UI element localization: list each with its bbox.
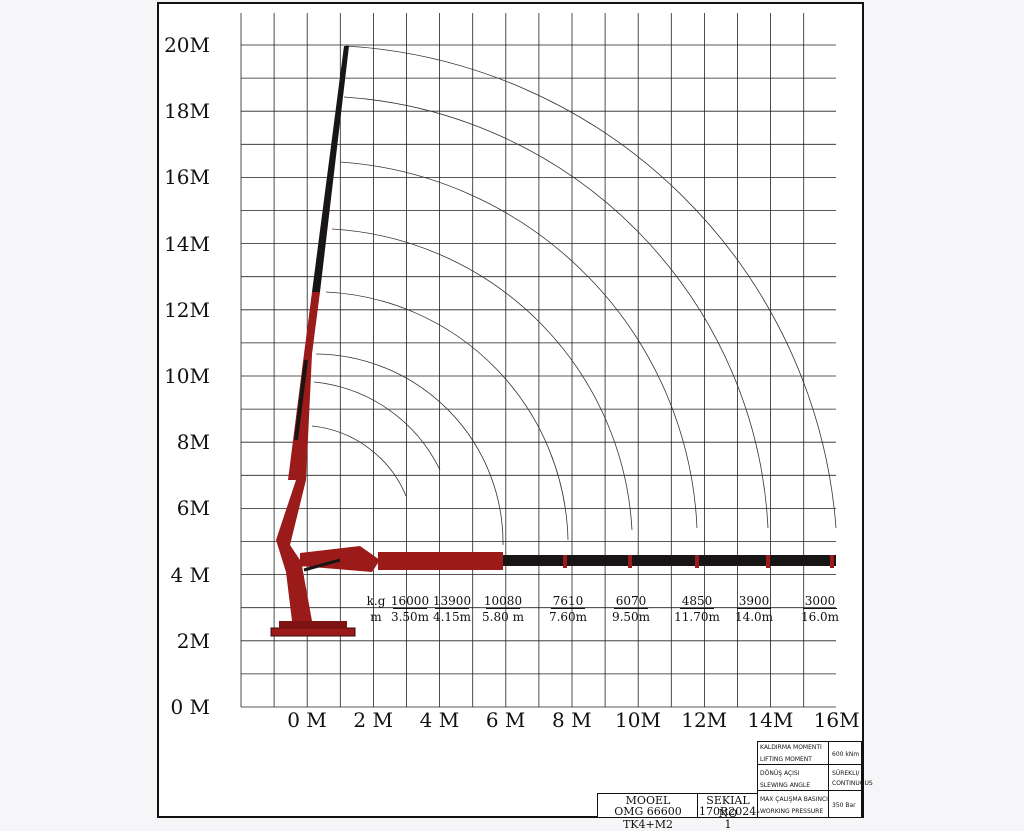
load-distance: 9.50m [611,610,651,624]
model-divider [697,793,698,818]
lifting-moment-tr: KALDIRMA MOMENTI [760,744,822,751]
slewing-angle-en: SLEWING ANGLE [760,782,811,789]
x-axis-label: 14M [747,708,794,732]
x-axis-label: 12M [681,708,728,732]
load-distance: 16.0m [800,610,840,624]
load-kg: 6070 [615,594,647,608]
load-divider [614,608,648,609]
load-kg: 4850 [681,594,713,608]
lifting-moment-en: LIFTING MOMENT [760,756,812,763]
load-distance: 7.60m [548,610,588,624]
specs-divider [828,741,829,818]
boom-section-marker [563,555,567,568]
crane-mid-boom [304,292,320,354]
reach-arc [315,353,504,546]
specs-table [757,741,862,818]
reach-arc [331,228,633,531]
load-distance: 4.15m [432,610,472,624]
model-value: OMG 66600 TK4+M2 [614,805,682,831]
crane-column [286,566,312,621]
specs-divider [757,790,862,791]
horizontal-boom-inner [378,552,503,570]
x-axis-label: 2 M [353,708,393,732]
working-pressure-value: 350 Bar [832,802,856,809]
load-kg: 3900 [738,594,770,608]
load-distance: 14.0m [734,610,774,624]
slewing-angle-value: SÜREKLI/ [832,770,860,777]
grid [240,13,836,708]
y-axis-label: 18M [164,99,210,124]
boom-section-marker [766,555,770,568]
working-pressure-en: WORKING PRESSURE [760,808,824,815]
crane-base-plate [270,627,356,637]
lifting-moment-value: 600 kNm [832,751,860,758]
x-axis-label: 6 M [485,708,526,732]
reach-arc [345,45,837,529]
load-divider [486,608,520,609]
horizontal-boom-outer [503,555,836,566]
slewing-angle-value: CONTINUOUS [832,780,873,787]
boom-section-marker [695,555,699,568]
y-axis-label: 12M [164,297,210,322]
reach-arc [325,291,569,541]
load-divider [737,608,771,609]
y-axis-label: 0 M [170,695,210,719]
crane-base [279,621,347,629]
load-distance-header: m [370,610,382,624]
boom-section-marker [830,555,834,568]
load-kg: 10080 [483,594,523,608]
specs-divider [757,764,862,765]
load-distance: 11.70m [674,610,720,624]
reach-arc [339,161,698,529]
boom-section-marker [628,555,632,568]
load-kg: 16000 [390,594,430,608]
y-axis-label: 2M [176,628,210,653]
reach-arc [313,381,441,471]
working-pressure-tr: MAX ÇALIŞMA BASINCI [760,796,828,803]
load-kg: 7610 [552,594,584,608]
reach-arc [343,96,769,529]
load-divider [803,608,837,609]
load-kg: 3000 [804,594,836,608]
y-axis-label: 14M [164,231,210,256]
x-axis-label: 10M [615,708,661,732]
crane-upper-boom [312,46,349,292]
load-divider [551,608,585,609]
reach-arc [311,425,407,497]
reach-arcs [311,45,837,546]
x-axis-label: 8 M [552,708,592,732]
x-axis-label: 16M [813,708,860,732]
load-kg: 13900 [432,594,472,608]
load-distance: 3.50m [390,610,430,624]
model-label: MOOEL [625,794,671,807]
slewing-angle-tr: DÖNÜŞ AÇISI [760,770,800,777]
model-table [597,793,758,818]
hydraulic-cylinder [294,359,308,441]
y-axis-label: 10M [164,364,210,388]
y-axis-label: 4 M [170,562,210,587]
load-distance: 5.80 m [482,610,524,624]
y-axis-label: 6M [176,496,210,521]
y-axis-label: 8M [176,430,210,455]
load-divider [435,608,469,609]
load-weight-header: k.g [366,594,386,608]
x-axis-label: 4 M [419,708,460,732]
serial-value: 170R2024-1 [699,805,760,831]
y-axis-label: 16M [164,165,210,190]
hydraulic-cylinder [303,558,341,572]
y-axis-label: 20M [164,33,210,57]
load-divider [393,608,427,609]
serial-label: SEKIAL NO [706,794,750,820]
x-axis-label: 0 M [287,708,327,732]
crane-main-arm [276,480,306,572]
crane-illustration [270,46,836,637]
load-divider [680,608,714,609]
